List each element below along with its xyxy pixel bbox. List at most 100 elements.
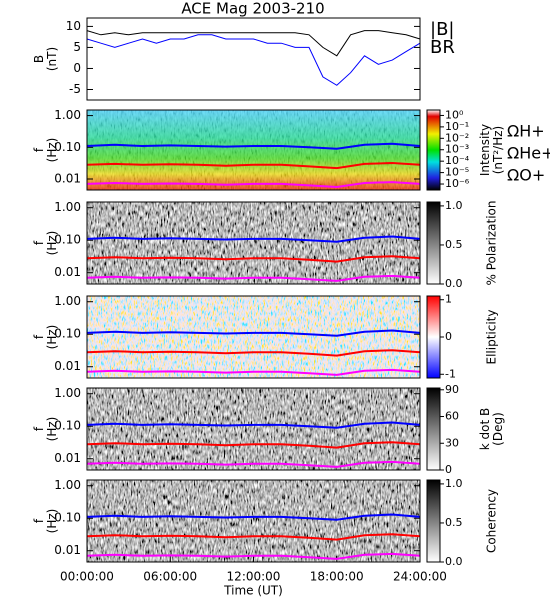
colorbar-tick-label: 10⁻⁵ (445, 166, 469, 179)
chart-title: ACE Mag 2003-210 (181, 0, 324, 18)
spectrogram-image (87, 480, 420, 562)
y-tick-label: 0.01 (54, 265, 81, 279)
y-tick-label: 10 (66, 19, 81, 33)
series-line (86, 533, 421, 541)
x-tick-label: 06:00:00 (143, 570, 197, 584)
colorbar (426, 479, 441, 563)
series-line (86, 142, 421, 150)
x-axis-label: Time (UT) (223, 584, 283, 598)
spectrogram-texture (87, 110, 420, 190)
y-axis-label: (Hz) (45, 417, 59, 442)
y-tick-label: 0 (73, 61, 81, 75)
y-axis-label: f (32, 426, 46, 431)
y-tick-label: 1.00 (54, 200, 81, 214)
series-line (86, 421, 421, 429)
y-axis-label: (Hz) (45, 509, 59, 534)
colorbar-tick-label: 1 (445, 293, 452, 306)
colorbar-tick-label: 0 (445, 463, 452, 476)
colorbar-label: Ellipticity (485, 310, 499, 365)
colorbar-label: Intensity (478, 124, 492, 176)
plot-frame (86, 17, 421, 101)
plot-frame (86, 295, 421, 379)
x-tick-label: 00:00:00 (60, 570, 114, 584)
series-line (86, 181, 421, 189)
x-tick-label: 12:00:00 (227, 570, 281, 584)
y-tick-label: 0.10 (54, 140, 81, 154)
colorbar-tick-label: -1 (445, 367, 456, 380)
x-tick-label: 18:00:00 (310, 570, 364, 584)
legend-label: ΩH+ (507, 122, 545, 141)
x-tick-label: 24:00:00 (393, 570, 447, 584)
series-line (86, 513, 421, 521)
spectrogram-image (87, 296, 420, 378)
colorbar (426, 201, 441, 285)
colorbar-tick-label: 10⁰ (445, 108, 464, 121)
plot-frame (86, 109, 421, 191)
colorbar (426, 295, 441, 379)
y-axis-label: (Hz) (45, 325, 59, 350)
colorbar-tick-label: 1.0 (445, 477, 463, 490)
plot-frame (86, 201, 421, 285)
spectrogram-image (87, 388, 420, 470)
series-line (86, 34, 421, 86)
series-line (86, 235, 421, 243)
colorbar-label: Coherency (485, 489, 499, 553)
colorbar-tick-label: 10⁻¹ (445, 120, 469, 133)
y-tick-label: 0.10 (54, 511, 81, 525)
colorbar-tick-label: 0 (445, 330, 452, 343)
spectrogram-image (87, 202, 420, 284)
series-line (86, 441, 421, 449)
series-line (86, 552, 421, 560)
colorbar-tick-label: 60 (445, 410, 459, 423)
colorbar-tick-label: 0.5 (445, 516, 463, 529)
colorbar-tick-label: 90 (445, 383, 459, 396)
plot-frame (86, 479, 421, 563)
y-tick-label: 1.00 (54, 108, 81, 122)
colorbar-label: (nT²/Hz) (491, 126, 505, 174)
y-tick-label: 0.01 (54, 451, 81, 465)
colorbar-tick-label: 10⁻⁴ (445, 154, 470, 167)
colorbar-label: (Deg) (491, 412, 505, 446)
y-axis-label: (nT) (45, 47, 59, 71)
y-tick-label: 0.01 (54, 359, 81, 373)
colorbar-label: % Polarization (485, 201, 499, 286)
y-tick-label: 1.00 (54, 386, 81, 400)
colorbar-label: k dot B (478, 408, 492, 450)
y-tick-label: 0.10 (54, 419, 81, 433)
colorbar-tick-label: 10⁻³ (445, 143, 469, 156)
legend-label: BR (430, 37, 455, 58)
y-tick-label: 0.01 (54, 172, 81, 186)
y-axis-label: B (32, 55, 46, 63)
series-line (86, 274, 421, 282)
colorbar-tick-label: 10⁻⁶ (445, 177, 470, 190)
series-line (86, 255, 421, 263)
colorbar-tick-label: 10⁻² (445, 131, 469, 144)
colorbar (426, 387, 441, 471)
series-line (86, 161, 421, 170)
colorbar-tick-label: 1.0 (445, 199, 463, 212)
y-tick-label: 1.00 (54, 478, 81, 492)
y-axis-label: f (32, 334, 46, 339)
plot-frame (86, 387, 421, 471)
colorbar (426, 109, 441, 191)
series-line (86, 30, 421, 57)
y-axis-label: f (32, 240, 46, 245)
legend-label: |B| (430, 19, 454, 40)
colorbar-tick-label: 0.0 (445, 277, 463, 290)
y-axis-label: f (32, 518, 46, 523)
colorbar-tick-label: 0.5 (445, 238, 463, 251)
y-tick-label: 0.10 (54, 327, 81, 341)
y-axis-label: (Hz) (45, 231, 59, 256)
y-axis-label: (Hz) (45, 138, 59, 163)
y-axis-label: f (32, 147, 46, 152)
series-line (86, 329, 421, 337)
series-line (86, 349, 421, 357)
y-tick-label: 1.00 (54, 294, 81, 308)
y-tick-label: 0.01 (54, 543, 81, 557)
series-line (86, 368, 421, 376)
colorbar-tick-label: 30 (445, 436, 459, 449)
legend-label: ΩO+ (507, 166, 545, 185)
y-tick-label: 0.10 (54, 233, 81, 247)
legend-label: ΩHe+ (507, 144, 550, 163)
